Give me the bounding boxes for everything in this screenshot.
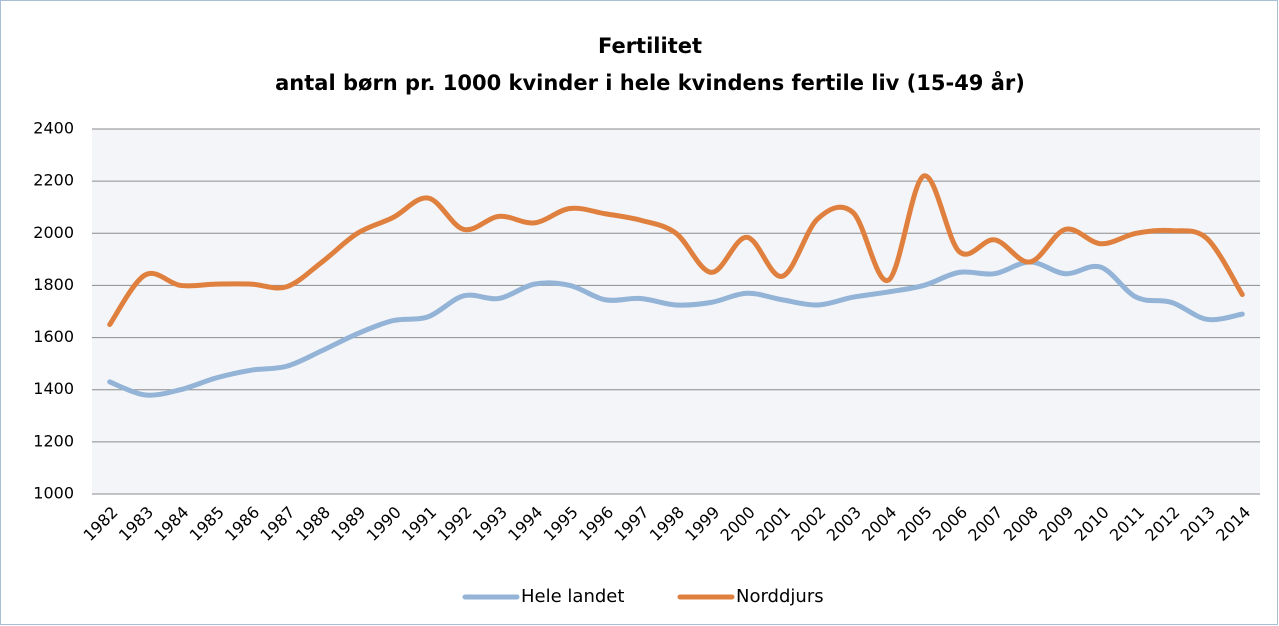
chart-subtitle: antal børn pr. 1000 kvinder i hele kvind…	[275, 70, 1025, 95]
y-tick-label: 1200	[33, 431, 74, 450]
y-tick-label: 1800	[33, 275, 74, 294]
y-tick-label: 2400	[33, 119, 74, 138]
plot-area	[92, 129, 1260, 494]
y-tick-label: 2000	[33, 223, 74, 242]
series-line	[107, 259, 1245, 398]
y-tick-label: 1000	[33, 484, 74, 503]
y-tick-label: 2200	[33, 171, 74, 190]
y-tick-label: 1600	[33, 327, 74, 346]
y-tick-label: 1400	[33, 379, 74, 398]
legend-label: Hele landet	[521, 586, 624, 607]
series-line	[107, 173, 1245, 328]
legend-label: Norddjurs	[736, 586, 824, 607]
chart-title: Fertilitet	[598, 34, 702, 58]
